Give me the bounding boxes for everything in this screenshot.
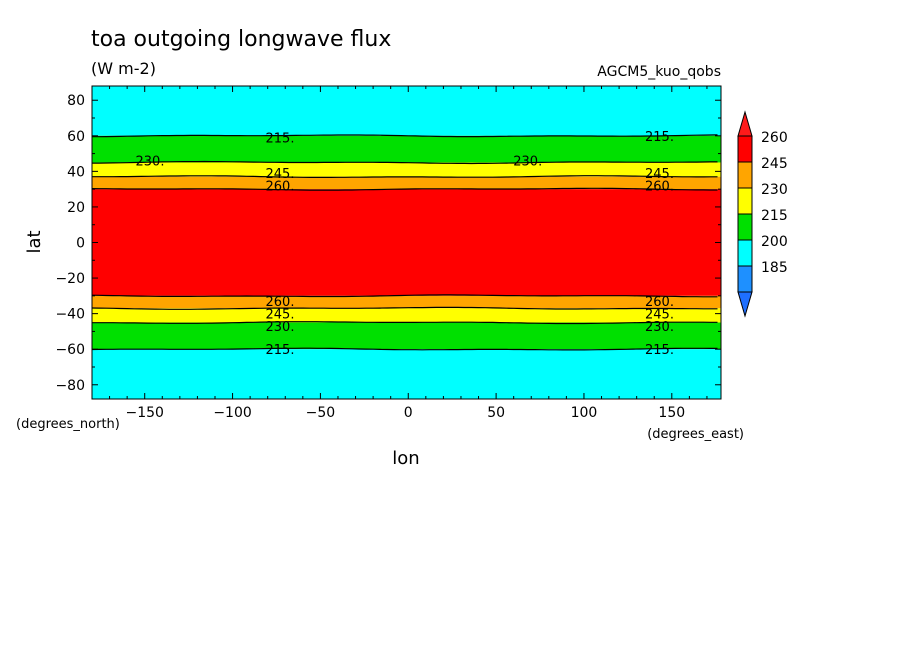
contour-label: 215. (645, 343, 674, 358)
contour-label-text: 215. (645, 343, 674, 358)
contour-label-text: 215. (645, 130, 674, 145)
colorbar-segment (737, 187, 753, 215)
contour-label-text: 245. (645, 167, 674, 182)
contour-label: 260. (266, 295, 295, 310)
contour-bands (92, 86, 721, 399)
contour-line (91, 347, 718, 351)
x-tick-label: −50 (306, 405, 336, 421)
colorbar-label: 230 (761, 182, 788, 198)
colorbar-segment (737, 135, 753, 163)
x-tick-label: −100 (213, 405, 251, 421)
colorbar-segment (737, 213, 753, 241)
contour-label-text: 245. (266, 167, 295, 182)
y-tick-label: −60 (55, 342, 85, 358)
contour-label: 215. (645, 130, 674, 145)
contour-band (92, 162, 721, 177)
dataset-label: AGCM5_kuo_qobs (597, 64, 721, 80)
contour-band (92, 86, 721, 136)
y-tick-label: −80 (55, 378, 85, 394)
contour-label: 245. (266, 308, 295, 323)
x-tick-label: −150 (125, 405, 163, 421)
contour-line (91, 187, 718, 191)
contour-label: 215. (266, 132, 295, 147)
colorbar-label: 185 (761, 260, 788, 276)
colorbar-label: 260 (761, 130, 788, 146)
y-tick-label: 20 (67, 200, 85, 216)
contour-band (92, 189, 721, 296)
x-axis-label: lon (392, 448, 419, 469)
contour-label-text: 230. (136, 155, 165, 170)
contour-line (92, 175, 718, 178)
contour-label-text: 230. (513, 155, 542, 170)
contour-label-text: 245. (266, 308, 295, 323)
contour-line (92, 321, 718, 325)
x-tick-label: 150 (658, 405, 685, 421)
x-tick-label: 100 (571, 405, 598, 421)
contour-label-text: 260. (266, 180, 295, 195)
contour-band (92, 176, 721, 190)
contour-label-text: 230. (645, 320, 674, 335)
contour-label-text: 245. (645, 308, 674, 323)
contour-label-text: 215. (266, 343, 295, 358)
y-axis-label: lat (24, 230, 45, 253)
contour-label: 215. (266, 343, 295, 358)
contour-label: 230. (266, 320, 295, 335)
colorbar-segment (737, 161, 753, 189)
contour-band (92, 322, 721, 350)
contour-label: 230. (136, 155, 165, 170)
contour-lines (91, 134, 718, 351)
contour-line (91, 294, 718, 298)
contour-label: 260. (645, 295, 674, 310)
y-tick-label: 80 (67, 93, 85, 109)
contour-line (91, 306, 718, 310)
x-tick-label: 50 (487, 405, 505, 421)
contour-band (92, 135, 721, 163)
contour-label: 245. (645, 167, 674, 182)
y-axis-ticks: 80 60 40 20 0 −20 −40 −60 −80 (55, 93, 721, 394)
x-axis-units: (degrees_east) (647, 427, 744, 442)
contour-line (92, 134, 718, 138)
contour-labels: 215. 215.230. 230.245. 245.260. 260.260. 260.… (136, 130, 674, 358)
contour-label: 260. (266, 180, 295, 195)
contour-label: 260. (645, 180, 674, 195)
colorbar-under-arrow (737, 291, 753, 318)
x-tick-label: 0 (404, 405, 413, 421)
colorbar: 260 245 230 215 200 185 (737, 110, 788, 318)
contour-label-text: 260. (266, 295, 295, 310)
contour-label: 230. (513, 155, 542, 170)
y-tick-label: −40 (55, 307, 85, 323)
colorbar-over-arrow (737, 110, 753, 137)
contour-label-text: 260. (645, 295, 674, 310)
y-tick-label: 0 (76, 236, 85, 252)
contour-label: 230. (645, 320, 674, 335)
y-tick-label: 60 (67, 129, 85, 145)
contour-band (92, 349, 721, 399)
contour-label: 245. (266, 167, 295, 182)
contour-band (92, 295, 721, 309)
contour-line (92, 160, 718, 165)
colorbar-label: 245 (761, 156, 788, 172)
chart-units: (W m-2) (91, 59, 156, 78)
y-axis-units: (degrees_north) (16, 417, 120, 432)
colorbar-segment (737, 265, 753, 293)
y-tick-label: 40 (67, 164, 85, 180)
x-axis-ticks: −150 −100 −50 0 50 100 150 (109, 86, 708, 421)
y-tick-label: −20 (55, 271, 85, 287)
colorbar-label: 200 (761, 234, 788, 250)
chart-title: toa outgoing longwave flux (91, 27, 391, 52)
contour-band (92, 308, 721, 323)
contour-label: 245. (645, 308, 674, 323)
contour-label-text: 260. (645, 180, 674, 195)
colorbar-label: 215 (761, 208, 788, 224)
contour-label-text: 230. (266, 320, 295, 335)
contour-label-text: 215. (266, 132, 295, 147)
colorbar-segment (737, 239, 753, 267)
